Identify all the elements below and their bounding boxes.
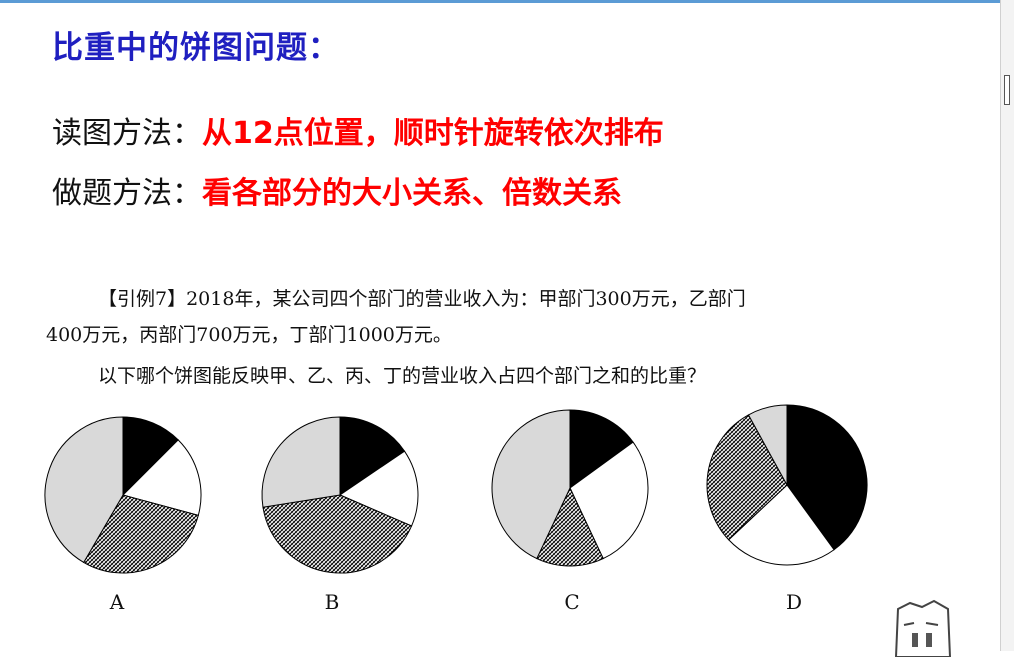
option-label-d[interactable]: D	[785, 590, 803, 614]
pie-a-slice-3	[83, 494, 199, 574]
question-line-3: 以下哪个饼图能反映甲、乙、丙、丁的营业收入占四个部门之和的比重？	[98, 365, 707, 387]
solving-method-row: 做题方法：看各部分的大小关系、倍数关系	[52, 168, 622, 212]
slide-title: 比重中的饼图问题：	[52, 30, 340, 66]
pie-d-slice-1	[786, 404, 868, 551]
pie-charts-svg	[44, 404, 868, 574]
top-border	[0, 0, 1000, 3]
scrollbar-track[interactable]	[1000, 0, 1014, 651]
pie-c-slice-3	[536, 486, 604, 567]
option-label-b[interactable]: B	[324, 590, 340, 614]
pie-a-slice-4	[44, 416, 124, 564]
pie-c-slice-4	[491, 409, 571, 560]
pie-b-slice-2	[338, 450, 419, 527]
pie-d-slice-3	[706, 414, 788, 541]
mascot-icon	[894, 599, 952, 657]
pie-b-slice-4	[261, 416, 341, 508]
question-line-2: 400万元，丙部门700万元，丁部门1000万元。	[46, 324, 452, 346]
reading-method-row: 读图方法：从12点位置，顺时针旋转依次排布	[52, 108, 664, 152]
pie-c-slice-2	[569, 441, 649, 560]
pie-b-slice-3	[262, 494, 413, 574]
pie-a-slice-1	[122, 416, 179, 497]
pie-d-slice-4	[747, 404, 788, 486]
scrollbar-thumb[interactable]	[1004, 75, 1010, 105]
pie-a-slice-2	[122, 439, 202, 516]
pie-d-slice-2	[727, 484, 835, 566]
question-line-1: 【引例7】2018年，某公司四个部门的营业收入为：甲部门300万元，乙部门	[98, 288, 746, 310]
reading-method-label: 读图方法：	[52, 116, 202, 151]
solving-method-text: 看各部分的大小关系、倍数关系	[202, 176, 622, 211]
pie-c-slice-1	[569, 409, 634, 489]
option-label-c[interactable]: C	[564, 590, 580, 614]
solving-method-label: 做题方法：	[52, 176, 202, 211]
reading-method-text: 从12点位置，顺时针旋转依次排布	[202, 116, 664, 151]
pie-chart-options: A B C D	[0, 400, 1000, 630]
pie-b-slice-1	[339, 416, 406, 496]
option-label-a[interactable]: A	[109, 590, 125, 614]
